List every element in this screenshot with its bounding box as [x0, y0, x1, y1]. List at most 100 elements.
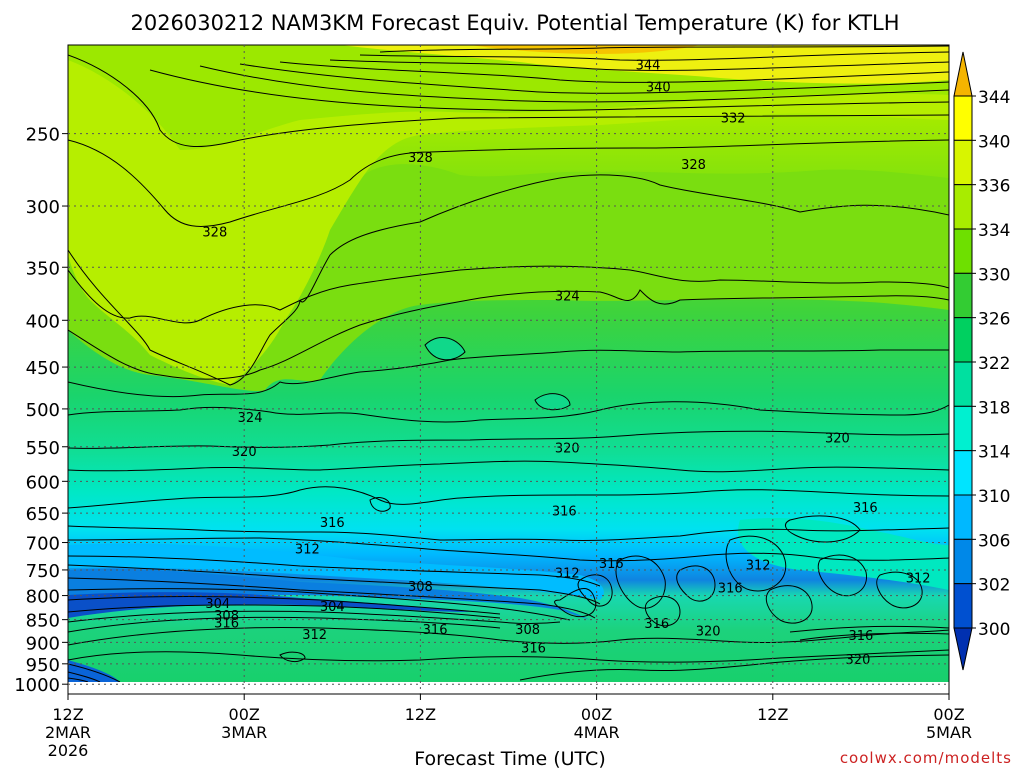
x-tick-label: 5MAR — [926, 723, 972, 742]
contour-label: 328 — [408, 151, 433, 166]
contour-label: 340 — [646, 80, 671, 95]
colorbar-tick-label: 336 — [978, 177, 1010, 197]
contour-336 — [239, 63, 949, 94]
y-tick-label: 800 — [26, 587, 60, 608]
y-tick-label: 900 — [26, 633, 60, 654]
contour-label: 316 — [599, 557, 624, 572]
contour-label: 320 — [825, 431, 850, 446]
contour-label: 312 — [295, 543, 320, 558]
x-tick-label: 00Z — [933, 705, 964, 724]
contour-320a — [68, 401, 949, 423]
contour-label: 316 — [214, 616, 239, 631]
colorbar-segment — [953, 184, 973, 230]
contour-label: 316 — [320, 516, 345, 531]
contour-322 — [68, 349, 949, 397]
colorbar-top-arrow — [953, 51, 973, 97]
contour-344 — [379, 45, 949, 53]
contour-316b — [68, 627, 949, 646]
contour-310 — [68, 555, 601, 587]
colorbar-segment — [953, 494, 973, 540]
colorbar-bottom-arrow — [953, 627, 973, 671]
x-tick-label: 12Z — [757, 705, 788, 724]
x-tick-label: 2026 — [48, 741, 89, 760]
contour-318 — [68, 460, 949, 473]
field-patch-1 — [425, 337, 465, 360]
contour-342 — [359, 51, 949, 61]
y-tick-label: 700 — [26, 534, 60, 555]
y-tick-label: 600 — [26, 472, 60, 493]
contour-328a — [68, 139, 949, 227]
contour-334 — [199, 65, 949, 103]
contour-308b — [68, 610, 561, 624]
colorbar-segment — [953, 450, 973, 496]
colorbar-segment — [953, 228, 973, 274]
y-tick-label: 750 — [26, 561, 60, 582]
colorbar-tick-label: 322 — [978, 354, 1010, 374]
contour-wave-1 — [554, 588, 597, 618]
contour-surface-3 — [68, 677, 89, 682]
contour-312b — [68, 616, 501, 633]
contour-306 — [68, 577, 596, 619]
x-tick-label: 00Z — [581, 705, 612, 724]
contour-blob-3 — [369, 497, 391, 512]
contour-label: 316 — [521, 642, 546, 657]
contour-low-1 — [789, 625, 949, 633]
contour-label: 316 — [853, 501, 878, 516]
x-tick-label: 12Z — [52, 705, 83, 724]
contour-label: 316 — [718, 582, 743, 597]
contour-surface-1 — [68, 663, 121, 682]
title: 2026030212 NAM3KM Forecast Equiv. Potent… — [130, 11, 899, 35]
contour-label: 304 — [320, 600, 345, 615]
contour-318b — [68, 649, 949, 663]
colorbar-segment — [953, 139, 973, 186]
contour-label: 324 — [238, 411, 263, 426]
contour-314 — [68, 525, 949, 542]
contour-label: 320 — [555, 441, 580, 456]
contour-label: 308 — [515, 623, 540, 638]
x-tick-label: 00Z — [229, 705, 260, 724]
contour-label: 328 — [202, 226, 227, 241]
y-tick-label: 300 — [26, 197, 60, 218]
contour-320c — [519, 654, 949, 681]
field-light-blue — [68, 543, 604, 600]
contour-340 — [329, 59, 949, 71]
contour-blob-1 — [424, 336, 466, 361]
contour-320b — [68, 430, 949, 449]
colorbar-segment — [953, 538, 973, 585]
colorbar-tick-label: 318 — [978, 398, 1010, 418]
colorbar-segment — [953, 95, 973, 141]
contour-label: 320 — [696, 625, 721, 640]
contour-label: 316 — [848, 629, 873, 644]
contour-label: 312 — [555, 567, 580, 582]
field-yellow-green — [68, 45, 949, 385]
contour-label: 320 — [846, 653, 871, 668]
contour-low-2 — [799, 632, 949, 641]
contour-338 — [279, 61, 949, 83]
contour-label: 316 — [552, 505, 577, 520]
contour-label: 316 — [644, 617, 669, 632]
x-tick-label: 12Z — [405, 705, 436, 724]
x-tick-label: 3MAR — [221, 723, 267, 742]
credit-text: coolwx.com/modelts — [840, 749, 1012, 767]
contour-wave-8 — [876, 571, 923, 609]
colorbar-tick-label: 306 — [978, 531, 1010, 551]
colorbar-segment — [953, 317, 973, 363]
contour-label: 312 — [746, 559, 771, 574]
x-tick-label: 4MAR — [574, 723, 620, 742]
contour-wave-7 — [817, 554, 868, 597]
colorbar-tick-label: 314 — [978, 443, 1010, 463]
y-tick-label: 450 — [26, 358, 60, 379]
field-patch-2 — [535, 393, 570, 410]
contour-blob-4 — [279, 651, 306, 663]
y-tick-label: 350 — [26, 258, 60, 279]
y-tick-label: 500 — [26, 400, 60, 421]
contour-surface-2 — [68, 671, 101, 682]
y-tick-label: 250 — [26, 125, 60, 146]
field-yellow-top — [340, 45, 949, 84]
colorbar-tick-label: 344 — [978, 88, 1010, 108]
contour-wave-5 — [725, 535, 787, 592]
contour-label: 328 — [681, 158, 706, 173]
contour-330 — [68, 54, 949, 148]
